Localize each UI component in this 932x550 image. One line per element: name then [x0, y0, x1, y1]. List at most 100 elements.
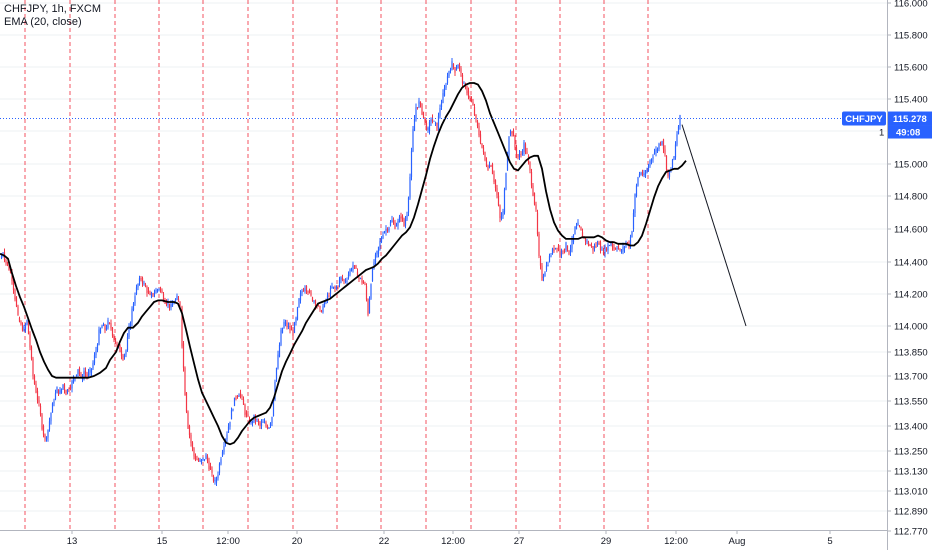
- candle-body: [646, 169, 648, 174]
- forecast-trend-line[interactable]: [681, 124, 747, 327]
- candle-body: [209, 466, 212, 470]
- candle-body: [539, 258, 542, 266]
- candle-body: [482, 147, 485, 152]
- ema-indicator-label[interactable]: EMA (20, close): [4, 16, 82, 28]
- y-tick-label: 115.600: [894, 63, 928, 74]
- candle-body: [208, 461, 210, 470]
- x-tick-label: 29: [601, 536, 612, 547]
- candle-body: [439, 107, 441, 116]
- legend[interactable]: CHFJPY, 1h, FXCM EMA (20, close): [4, 3, 101, 29]
- candle-body: [518, 153, 521, 158]
- ema-line: [0, 82, 687, 446]
- candle-body: [409, 176, 411, 198]
- candle-body: [93, 355, 96, 364]
- y-tick-label: 114.600: [894, 225, 928, 236]
- y-tick-label: 115.400: [894, 95, 928, 106]
- candle-body: [113, 335, 115, 340]
- candle-body: [92, 362, 94, 369]
- price-axis[interactable]: 116.000115.800115.600115.400115.200115.0…: [842, 0, 932, 550]
- candle-body: [242, 399, 245, 405]
- candle-body: [484, 151, 486, 161]
- candle-body: [679, 115, 681, 127]
- candle-body: [677, 126, 680, 135]
- candle-body: [374, 254, 377, 262]
- candle-body: [523, 142, 525, 153]
- candle-body: [398, 216, 401, 223]
- y-tick-label: 113.010: [894, 487, 928, 498]
- candle-body: [329, 288, 332, 294]
- y-tick-label: 116.000: [894, 0, 928, 10]
- candle-body: [223, 445, 225, 453]
- candle-body: [6, 262, 9, 265]
- candle-body: [220, 458, 222, 464]
- candle-body: [364, 283, 366, 285]
- candle-body: [568, 250, 570, 255]
- candle-body: [262, 421, 264, 423]
- candle-body: [404, 219, 407, 226]
- candle-body: [463, 83, 465, 85]
- candle-body: [461, 75, 464, 84]
- candle-body: [41, 414, 43, 430]
- candle-body: [473, 107, 476, 115]
- candle-body: [5, 259, 7, 263]
- candle-body: [42, 426, 45, 435]
- last-price-badge: [888, 111, 932, 126]
- candle-body: [307, 291, 309, 294]
- candle-body: [57, 389, 60, 394]
- candle-body: [419, 102, 422, 105]
- x-tick-label: 15: [157, 536, 168, 547]
- candle-body: [299, 293, 302, 301]
- candle-body: [637, 177, 639, 186]
- candle-body: [617, 245, 620, 249]
- candle-body: [101, 325, 103, 329]
- candle-body: [589, 245, 591, 247]
- candle-body: [493, 173, 495, 183]
- candle-body: [467, 91, 470, 97]
- candle-body: [403, 218, 405, 226]
- candle-body: [33, 376, 36, 384]
- candle-body: [544, 272, 546, 277]
- candle-body: [671, 159, 674, 168]
- candle-body: [362, 281, 365, 284]
- candle-body: [131, 308, 133, 323]
- candle-body: [15, 297, 18, 307]
- candle-body: [352, 265, 354, 270]
- candle-body: [599, 242, 602, 251]
- candle-body: [289, 325, 291, 331]
- candle-body: [239, 392, 242, 396]
- candle-body: [413, 118, 416, 131]
- candle-body: [322, 306, 324, 312]
- candle-body: [386, 229, 389, 231]
- candle-body: [368, 298, 371, 314]
- candle-body: [443, 87, 446, 96]
- candle-body: [556, 247, 558, 249]
- candle-body: [21, 326, 24, 331]
- candle-body: [36, 391, 39, 401]
- candle-body: [458, 63, 461, 69]
- time-axis[interactable]: 13 15 12:00 20 22 12:00 27 29 12:00 Aug 5: [0, 530, 887, 550]
- candle-body: [647, 165, 650, 171]
- forecast-drawing[interactable]: [681, 124, 747, 327]
- candle-body: [141, 278, 144, 284]
- candle-body: [53, 401, 55, 404]
- candle-body: [95, 350, 97, 356]
- candle-body: [150, 293, 153, 298]
- candle-body: [269, 423, 272, 426]
- candle-body: [27, 321, 30, 335]
- symbol-title[interactable]: CHFJPY, 1h, FXCM: [4, 3, 101, 15]
- x-tick-label: 22: [379, 536, 390, 547]
- candle-body: [320, 311, 323, 313]
- candle-body: [18, 318, 21, 322]
- candle-body: [673, 156, 675, 160]
- candle-body: [323, 300, 326, 307]
- candle-body: [298, 298, 300, 308]
- candle-body: [373, 262, 375, 269]
- candle-body: [446, 76, 449, 83]
- candle-body: [83, 371, 85, 378]
- candle-body: [332, 286, 335, 288]
- candle-body: [641, 172, 644, 176]
- y-tick-label: 113.250: [894, 447, 928, 458]
- candle-body: [538, 233, 540, 256]
